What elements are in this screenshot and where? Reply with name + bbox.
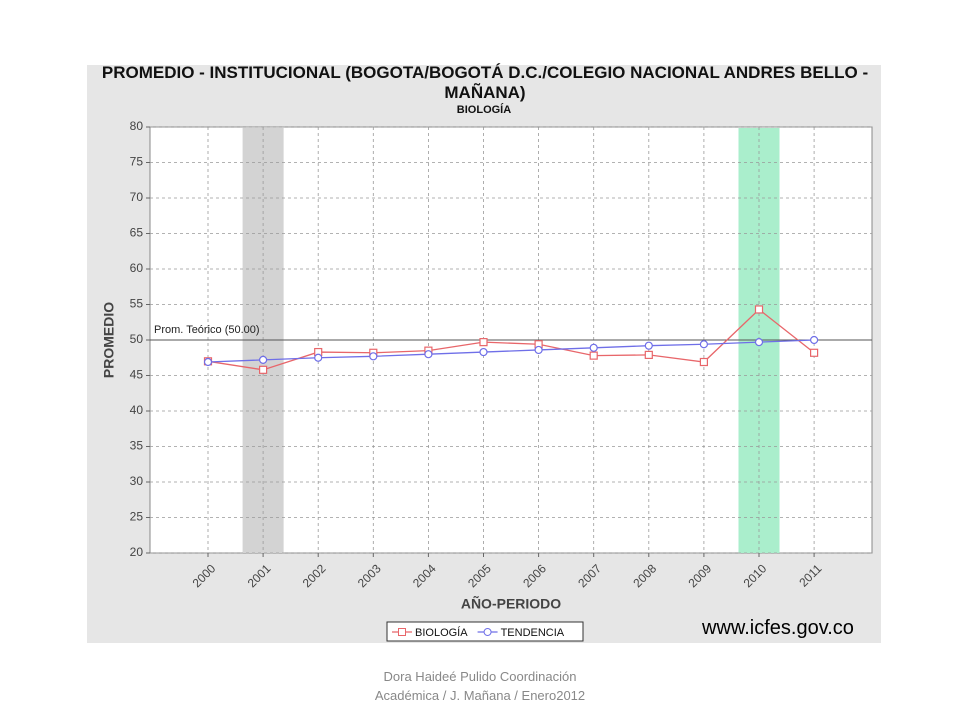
legend-label: TENDENCIA bbox=[501, 627, 565, 639]
y-tick-label: 45 bbox=[130, 368, 144, 382]
y-tick-label: 70 bbox=[130, 190, 144, 204]
data-point bbox=[754, 305, 764, 314]
x-axis-title: AÑO-PERIODO bbox=[461, 595, 561, 612]
data-point bbox=[369, 352, 378, 361]
data-point bbox=[589, 351, 598, 360]
series-line bbox=[207, 339, 815, 363]
data-point bbox=[259, 365, 268, 374]
y-axis-title: PROMEDIO bbox=[101, 302, 117, 378]
y-tick-label: 50 bbox=[130, 332, 144, 346]
footer: Dora Haideé Pulido Coordinación Académic… bbox=[330, 667, 630, 705]
y-tick-label: 65 bbox=[130, 226, 144, 240]
legend-label: BIOLOGÍA bbox=[415, 626, 468, 639]
data-point bbox=[534, 345, 543, 355]
y-tick-label: 20 bbox=[130, 545, 144, 559]
data-point bbox=[754, 338, 764, 347]
data-point bbox=[589, 343, 598, 352]
data-point bbox=[644, 341, 653, 350]
y-tick-label: 40 bbox=[130, 403, 144, 417]
legend-marker bbox=[483, 628, 492, 636]
data-point bbox=[809, 348, 819, 357]
y-tick-label: 25 bbox=[130, 510, 144, 524]
chart-subtitle: BIOLOGÍA bbox=[456, 104, 512, 116]
data-point bbox=[203, 357, 213, 367]
data-point bbox=[699, 357, 709, 367]
data-point bbox=[699, 340, 709, 349]
reference-label: Prom. Teórico (50.00) bbox=[154, 324, 260, 336]
data-point bbox=[809, 335, 819, 345]
footer-line: Dora Haideé Pulido Coordinación bbox=[383, 669, 577, 684]
y-tick-label: 35 bbox=[130, 439, 144, 453]
data-point bbox=[424, 350, 433, 359]
y-tick-label: 55 bbox=[130, 297, 144, 311]
data-point bbox=[479, 347, 488, 357]
site-url: www.icfes.gov.co bbox=[702, 617, 854, 639]
y-tick-label: 80 bbox=[130, 119, 144, 133]
series-line bbox=[207, 308, 815, 371]
data-point bbox=[259, 355, 268, 364]
y-tick-label: 30 bbox=[130, 474, 144, 488]
y-tick-label: 75 bbox=[130, 155, 144, 169]
data-point bbox=[644, 350, 653, 360]
data-point bbox=[479, 338, 488, 347]
y-tick-label: 60 bbox=[130, 261, 144, 275]
legend-marker bbox=[398, 628, 406, 636]
chart-title: PROMEDIO - INSTITUCIONAL (BOGOTA/BOGOTÁ … bbox=[101, 63, 869, 102]
footer-line: Académica / J. Mañana / Enero2012 bbox=[374, 688, 586, 703]
data-point bbox=[314, 353, 323, 362]
